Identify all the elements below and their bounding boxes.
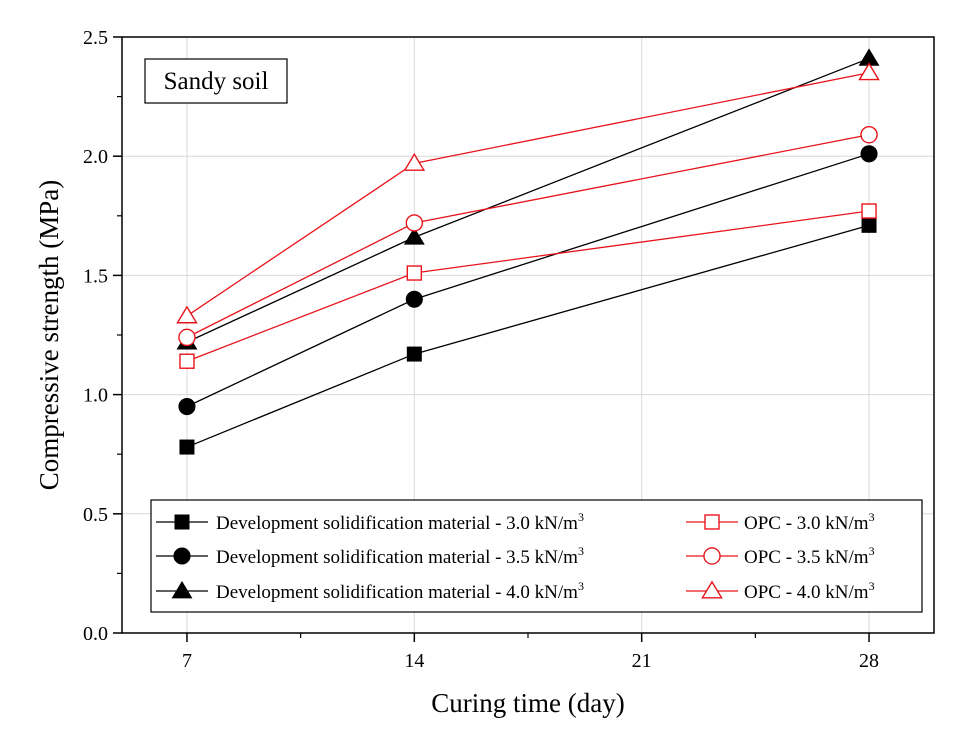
series-line — [186, 72, 870, 317]
data-point — [176, 305, 198, 324]
series-line — [186, 134, 870, 338]
legend-marker — [173, 547, 191, 565]
data-point — [405, 214, 424, 232]
data-point — [861, 217, 877, 233]
axis-ticks: 7 14 21 28 0.0 0.5 1.0 1.5 2.0 2.5 — [83, 27, 879, 672]
legend-label: Development solidification material - 3.… — [216, 544, 584, 568]
data-point — [860, 145, 878, 163]
data-point — [858, 62, 880, 81]
x-tick-label: 14 — [404, 650, 424, 672]
legend-frame — [150, 499, 923, 613]
legend-item: OPC - 3.5 kN/m3 — [686, 544, 875, 568]
x-tick-label: 21 — [632, 650, 652, 672]
legend-item: OPC - 4.0 kN/m3 — [686, 579, 875, 603]
legend-item: Development solidification material - 3.… — [156, 510, 584, 534]
series-line — [186, 224, 870, 448]
data-point — [860, 125, 878, 144]
series-line — [186, 153, 870, 408]
legend-marker — [701, 580, 723, 599]
y-tick-label: 1.0 — [83, 385, 108, 407]
data-point — [179, 353, 195, 369]
annotation-label: Sandy soil — [164, 68, 269, 95]
data-point — [405, 290, 423, 308]
legend-marker — [703, 547, 721, 565]
legend-label: Development solidification material - 4.… — [216, 579, 584, 603]
legend-label: OPC - 3.5 kN/m3 — [744, 544, 875, 568]
x-axis-title: Curing time (day) — [431, 688, 624, 718]
legend-item: Development solidification material - 3.… — [156, 544, 584, 568]
series-4 — [178, 125, 878, 347]
legend-label: OPC - 3.0 kN/m3 — [744, 510, 875, 534]
x-tick-label: 28 — [859, 650, 879, 672]
legend-label: OPC - 4.0 kN/m3 — [744, 579, 875, 603]
legend-marker — [704, 514, 720, 530]
y-tick-label: 2.0 — [83, 146, 108, 168]
data-point — [178, 397, 196, 416]
legend-marker — [171, 580, 193, 599]
data-point — [178, 328, 196, 347]
series-lines — [176, 48, 880, 455]
data-point — [861, 203, 877, 219]
y-tick-label: 0.5 — [83, 504, 108, 526]
data-point — [179, 439, 195, 455]
annotation-frame — [144, 58, 288, 104]
legend-item: Development solidification material - 4.… — [156, 579, 584, 603]
series-5 — [176, 62, 880, 324]
legend-label: Development solidification material - 3.… — [216, 510, 584, 534]
series-0 — [179, 217, 877, 455]
y-tick-label: 2.5 — [83, 27, 108, 49]
x-tick-label: 7 — [182, 650, 192, 672]
legend: Development solidification material - 3.… — [150, 499, 923, 613]
annotation-box: Sandy soil — [144, 58, 288, 104]
legend-marker — [174, 514, 190, 530]
data-point — [406, 265, 423, 281]
data-point — [403, 152, 426, 171]
series-3 — [179, 203, 877, 369]
legend-item: OPC - 3.0 kN/m3 — [686, 510, 875, 534]
data-point — [406, 346, 422, 362]
data-point — [403, 227, 425, 245]
y-axis-title: Compressive strength (MPa) — [34, 180, 64, 490]
y-tick-label: 0.0 — [83, 623, 108, 645]
series-1 — [178, 145, 878, 416]
y-tick-label: 1.5 — [83, 265, 108, 287]
